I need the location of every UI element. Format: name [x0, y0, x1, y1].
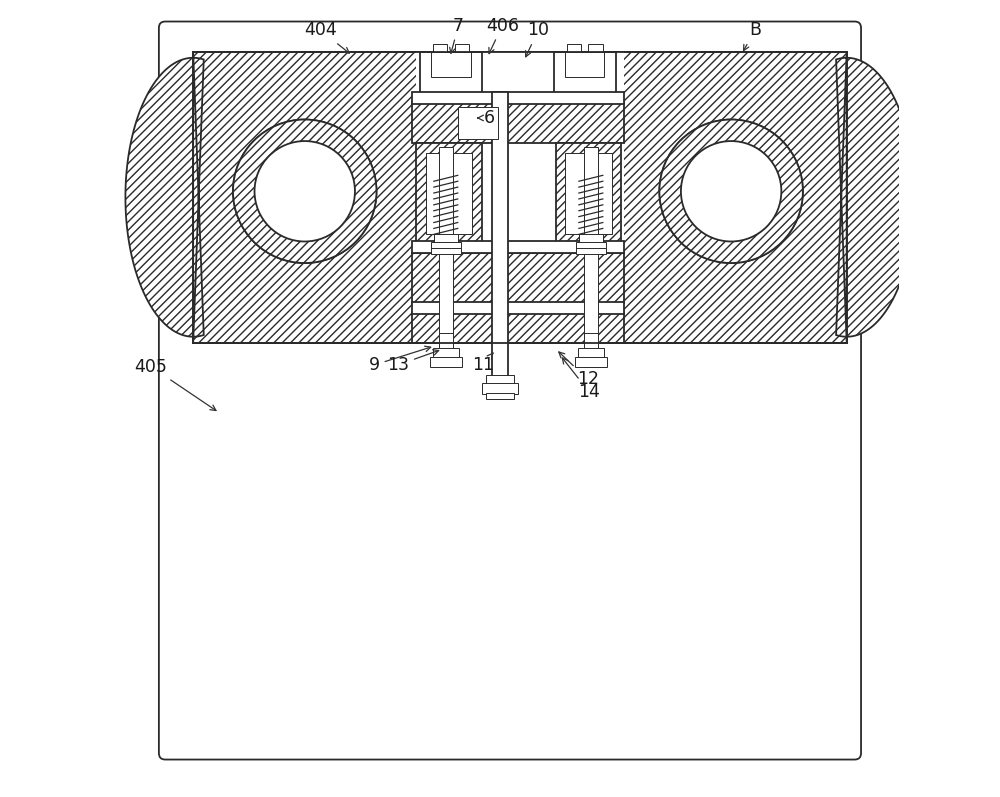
- Bar: [455, 44, 469, 52]
- Text: 14: 14: [562, 358, 600, 401]
- Bar: [579, 234, 603, 244]
- Bar: [486, 393, 514, 398]
- Circle shape: [233, 120, 376, 263]
- Bar: [567, 44, 581, 52]
- Circle shape: [659, 120, 803, 263]
- Bar: [431, 242, 461, 249]
- Bar: [420, 52, 482, 94]
- Text: B: B: [744, 22, 761, 50]
- Bar: [576, 248, 606, 254]
- Circle shape: [255, 141, 355, 241]
- Text: 405: 405: [134, 358, 216, 410]
- Bar: [492, 92, 508, 398]
- Polygon shape: [125, 52, 204, 343]
- Bar: [556, 143, 621, 243]
- Bar: [412, 241, 624, 253]
- Bar: [486, 375, 514, 384]
- FancyBboxPatch shape: [159, 22, 861, 760]
- Bar: [412, 312, 624, 343]
- Bar: [576, 242, 606, 249]
- Bar: [193, 52, 847, 343]
- Bar: [193, 52, 847, 343]
- Bar: [412, 92, 624, 104]
- Bar: [458, 107, 498, 139]
- Bar: [431, 52, 471, 77]
- Bar: [412, 302, 624, 314]
- Bar: [584, 147, 598, 335]
- Text: 10: 10: [526, 22, 549, 57]
- Bar: [193, 52, 847, 343]
- Bar: [565, 153, 612, 234]
- Circle shape: [681, 141, 781, 241]
- Text: 7: 7: [450, 17, 464, 53]
- Text: 13: 13: [387, 350, 439, 374]
- Bar: [412, 253, 624, 303]
- Bar: [439, 147, 453, 335]
- Bar: [433, 348, 459, 358]
- Text: 6: 6: [478, 109, 495, 127]
- Bar: [588, 44, 603, 52]
- Text: 11: 11: [472, 353, 494, 374]
- Bar: [565, 52, 604, 77]
- Bar: [431, 248, 461, 254]
- Circle shape: [233, 120, 376, 263]
- Bar: [584, 333, 598, 367]
- Bar: [433, 44, 447, 52]
- Bar: [416, 52, 624, 343]
- Polygon shape: [836, 52, 914, 343]
- Bar: [430, 357, 462, 367]
- Text: 12: 12: [559, 352, 599, 388]
- Bar: [416, 143, 482, 243]
- Bar: [578, 348, 604, 358]
- Bar: [439, 333, 453, 367]
- Text: 9: 9: [369, 346, 431, 374]
- Bar: [412, 102, 624, 143]
- Text: 406: 406: [486, 17, 519, 53]
- Circle shape: [659, 120, 803, 263]
- Bar: [434, 234, 458, 244]
- Bar: [554, 52, 616, 94]
- Bar: [482, 383, 518, 394]
- Bar: [426, 153, 472, 234]
- Bar: [575, 357, 607, 367]
- Text: 404: 404: [304, 22, 349, 53]
